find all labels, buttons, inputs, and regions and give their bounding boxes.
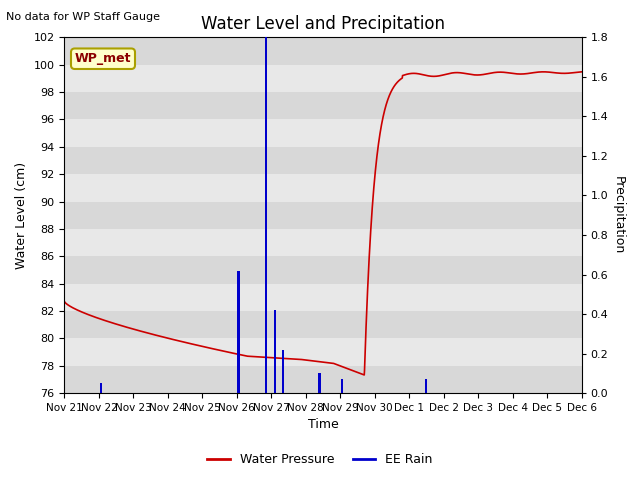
- Bar: [237, 271, 239, 393]
- Legend: Water Pressure, EE Rain: Water Pressure, EE Rain: [202, 448, 438, 471]
- Y-axis label: Water Level (cm): Water Level (cm): [15, 162, 28, 269]
- Bar: [65, 174, 582, 202]
- X-axis label: Time: Time: [308, 419, 339, 432]
- Bar: [426, 379, 428, 393]
- Bar: [282, 349, 284, 393]
- Bar: [65, 284, 582, 311]
- Bar: [65, 202, 582, 229]
- Bar: [274, 310, 276, 393]
- Bar: [65, 37, 582, 65]
- Text: WP_met: WP_met: [75, 52, 131, 65]
- Bar: [341, 379, 343, 393]
- Bar: [65, 120, 582, 147]
- Bar: [65, 311, 582, 338]
- Bar: [65, 366, 582, 393]
- Bar: [65, 229, 582, 256]
- Bar: [100, 383, 102, 393]
- Text: No data for WP Staff Gauge: No data for WP Staff Gauge: [6, 12, 161, 22]
- Title: Water Level and Precipitation: Water Level and Precipitation: [201, 15, 445, 33]
- Y-axis label: Precipitation: Precipitation: [612, 176, 625, 254]
- Bar: [65, 338, 582, 366]
- Bar: [65, 92, 582, 120]
- Bar: [319, 373, 321, 393]
- Bar: [65, 65, 582, 92]
- Bar: [265, 34, 267, 393]
- Bar: [65, 147, 582, 174]
- Bar: [65, 256, 582, 284]
